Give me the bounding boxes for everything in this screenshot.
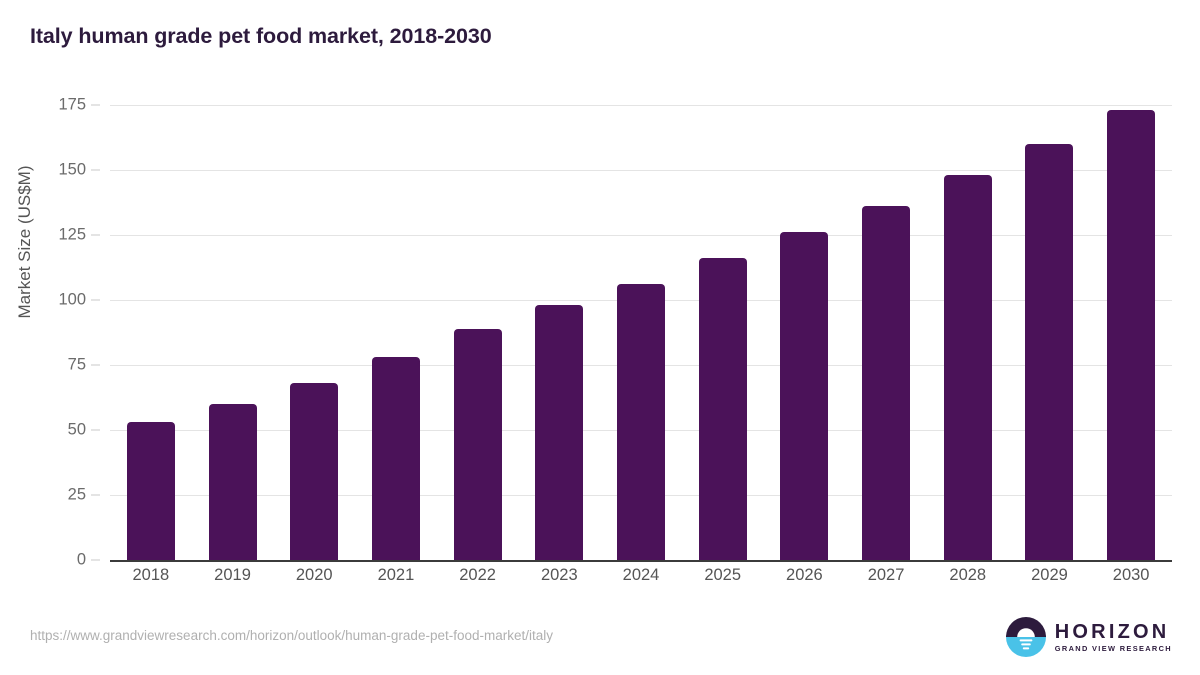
- logo-subtitle: GRAND VIEW RESEARCH: [1054, 643, 1172, 653]
- y-axis-tick-label: 50: [67, 420, 86, 439]
- bar[interactable]: [1025, 144, 1074, 560]
- y-axis-tick-mark: [91, 169, 100, 171]
- bar[interactable]: [535, 305, 584, 560]
- y-axis-tick-label: 75: [67, 355, 86, 374]
- bar-slot: [682, 105, 764, 560]
- y-axis-tick-mark: [91, 364, 100, 366]
- y-axis-tick-label: 125: [58, 225, 86, 244]
- x-axis-tick-label: 2029: [1031, 566, 1068, 584]
- bar-slot: [518, 105, 600, 560]
- x-axis-tick-label: 2021: [377, 566, 415, 584]
- y-axis-tick-mark: [91, 299, 100, 301]
- x-axis-tick-label: 2018: [132, 566, 170, 584]
- bar-slot: [192, 105, 274, 560]
- bar-slot: [845, 105, 927, 560]
- logo-wordmark: HORIZON: [1054, 620, 1170, 643]
- x-axis-tick-label: 2024: [622, 566, 660, 584]
- bar[interactable]: [208, 404, 257, 560]
- x-axis-tick-label: 2030: [1112, 566, 1150, 584]
- bar-slot: [273, 105, 355, 560]
- x-axis-tick-label: 2022: [459, 566, 496, 584]
- bar[interactable]: [943, 175, 992, 560]
- bar-slot: [927, 105, 1009, 560]
- bar[interactable]: [126, 422, 175, 560]
- x-axis-line: [110, 560, 1172, 562]
- bar-slot: [600, 105, 682, 560]
- horizon-circle-icon: [1005, 617, 1046, 657]
- gridline: [110, 105, 1172, 106]
- y-axis-ticks: 0 25 50 75 100 125 150 175: [0, 96, 100, 569]
- bar-slot: [1009, 105, 1091, 560]
- bar[interactable]: [290, 383, 339, 560]
- logo-text: HORIZON GRAND VIEW RESEARCH: [1055, 622, 1172, 652]
- y-axis-tick-mark: [91, 494, 100, 496]
- bar-series: [110, 105, 1172, 560]
- x-axis-tick-label: 2023: [540, 566, 578, 584]
- y-axis-tick-label: 100: [58, 290, 86, 309]
- source-url[interactable]: https://www.grandviewresearch.com/horizo…: [30, 628, 553, 643]
- y-axis-tick-label: 150: [58, 160, 86, 179]
- x-axis-tick-label: 2027: [867, 566, 905, 584]
- y-axis-tick-label: 175: [58, 95, 86, 114]
- bar-slot: [764, 105, 846, 560]
- page-title: Italy human grade pet food market, 2018-…: [30, 24, 492, 48]
- bar[interactable]: [1107, 110, 1156, 560]
- bar[interactable]: [698, 258, 747, 560]
- x-axis-tick-label: 2026: [786, 566, 823, 584]
- x-axis-tick-label: 2028: [949, 566, 987, 584]
- bar-slot: [1090, 105, 1172, 560]
- gridline: [110, 170, 1172, 171]
- bar-slot: [355, 105, 437, 560]
- bar[interactable]: [862, 206, 911, 560]
- bar-slot: [110, 105, 192, 560]
- bar[interactable]: [780, 232, 829, 560]
- plot-area: [110, 105, 1172, 562]
- y-axis-tick-mark: [91, 234, 100, 236]
- x-axis-tick-label: 2020: [295, 566, 333, 584]
- gridline: [110, 235, 1172, 236]
- horizon-logo: HORIZON GRAND VIEW RESEARCH: [1005, 617, 1172, 657]
- bar[interactable]: [371, 357, 420, 560]
- bar[interactable]: [453, 328, 502, 560]
- x-axis-ticks: 2018 2019 2020 2021 2022 2023 2024 2025 2026 2027…: [110, 566, 1172, 596]
- x-axis-tick-label: 2019: [214, 566, 251, 584]
- y-axis-tick-mark: [91, 104, 100, 106]
- y-axis-tick-label: 25: [67, 485, 86, 504]
- y-axis-tick-mark: [91, 429, 100, 431]
- y-axis-tick-label: 0: [76, 550, 86, 569]
- bar-slot: [437, 105, 519, 560]
- x-axis-tick-label: 2025: [704, 566, 742, 584]
- y-axis-tick-mark: [91, 559, 100, 561]
- bar[interactable]: [616, 284, 665, 560]
